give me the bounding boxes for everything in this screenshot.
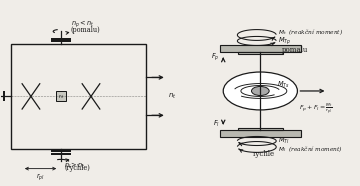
Text: $F_p + F_l = \frac{M_t}{r_{pl}}$: $F_p + F_l = \frac{M_t}{r_{pl}}$ [299,101,333,116]
Text: $r_{sl}$: $r_{sl}$ [58,92,64,101]
Text: (rychle): (rychle) [64,164,90,172]
Text: $M_l$  (reakční moment): $M_l$ (reakční moment) [278,144,343,154]
Bar [238,52,283,54]
Text: $M_{Tp}$: $M_{Tp}$ [278,35,291,47]
Bar [220,130,301,137]
Text: $n_p < n_t$: $n_p < n_t$ [71,18,94,30]
Text: $F_l$: $F_l$ [213,118,220,129]
Bar [220,45,301,52]
Text: $n_l > n_t$: $n_l > n_t$ [64,161,86,171]
Text: $M_{Ts}$: $M_{Ts}$ [277,80,290,90]
Text: $M_t$  (reakční moment): $M_t$ (reakční moment) [278,27,343,37]
Text: rychle: rychle [253,150,275,158]
Text: pomalu: pomalu [282,46,308,54]
Bar [238,128,283,130]
Circle shape [252,86,269,95]
Text: $r_{pl}$: $r_{pl}$ [36,172,45,183]
Bar [11,44,145,149]
Text: $M_{Tl}$: $M_{Tl}$ [278,136,289,146]
Circle shape [223,72,297,110]
Bar [56,92,66,101]
Text: $n_t$: $n_t$ [168,92,177,101]
Text: $F_p$: $F_p$ [211,52,220,63]
Text: (pomalu): (pomalu) [71,26,100,34]
